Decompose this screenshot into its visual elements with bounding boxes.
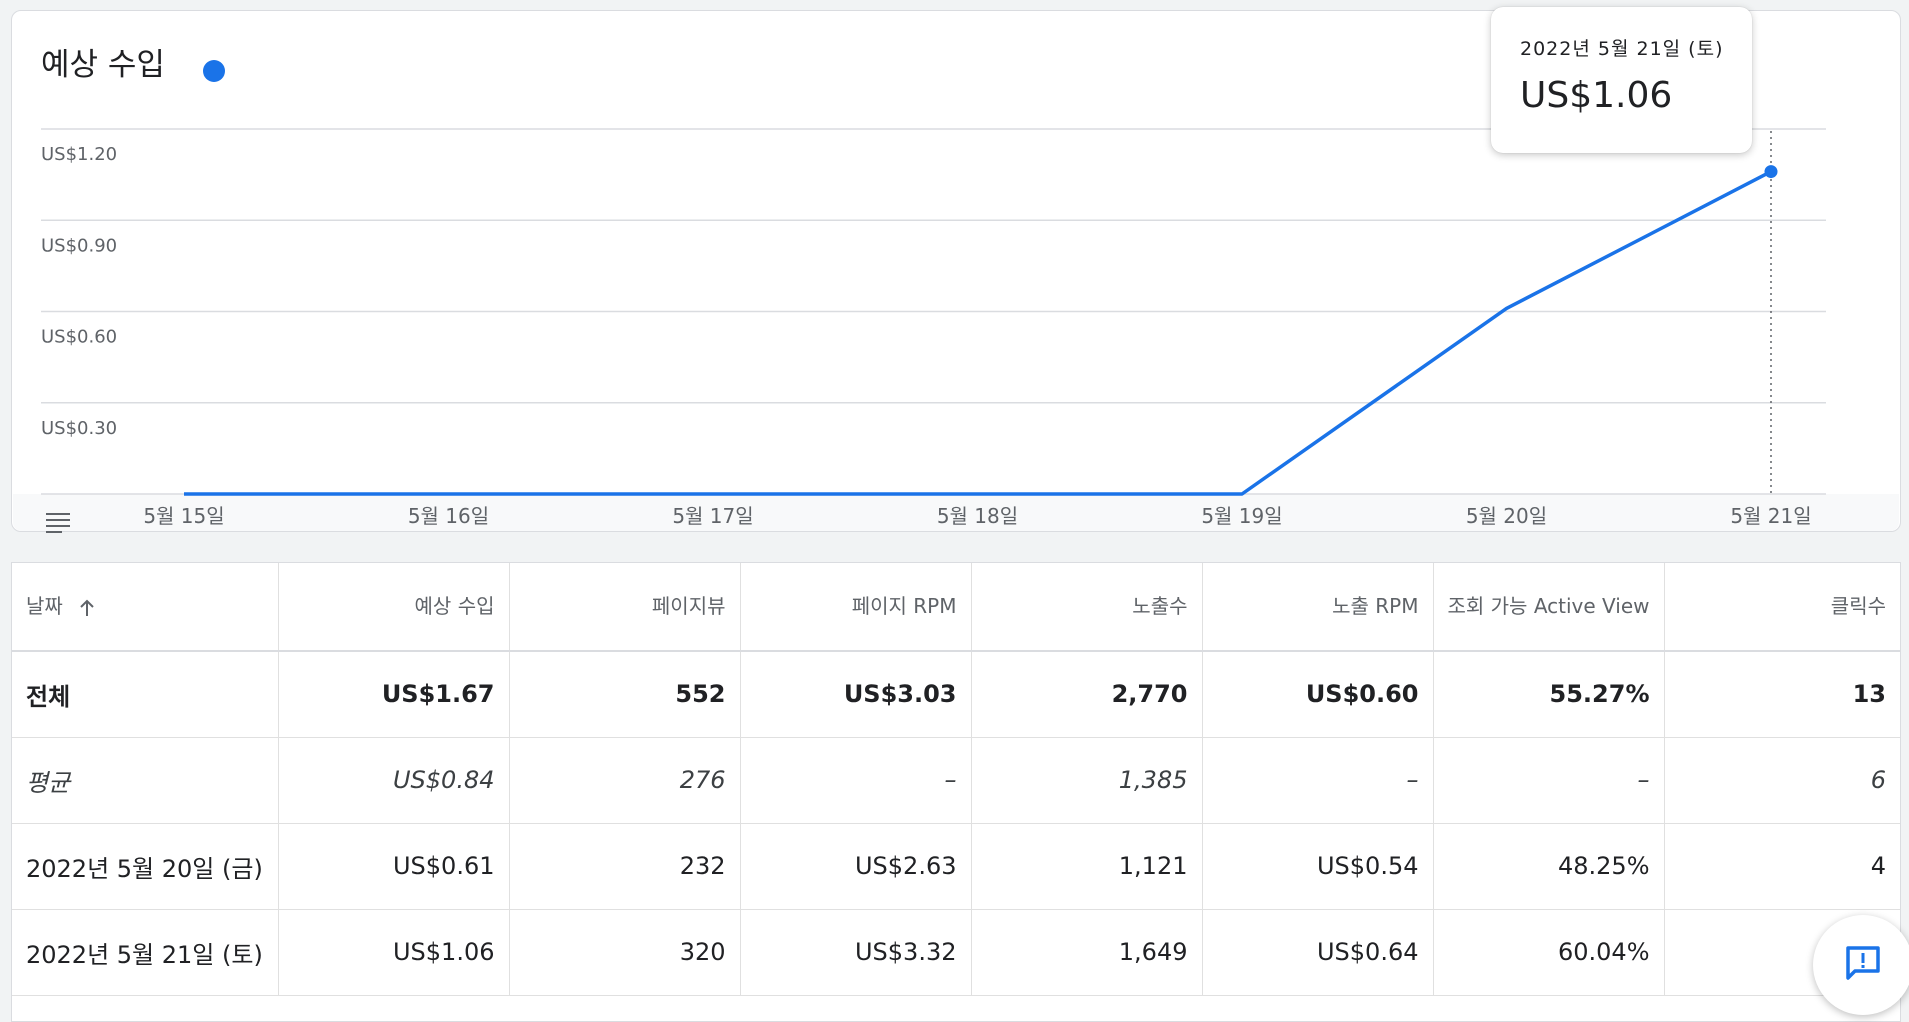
table-cell: 320 [509, 909, 741, 996]
table-cell: US$0.54 [1202, 823, 1434, 910]
table-cell: 1,649 [971, 909, 1203, 996]
chart-tooltip: 2022년 5월 21일 (토) US$1.06 [1491, 7, 1752, 153]
report-table-card: 날짜 예상 수입 페이지뷰 페이지 RPM 노출수 노출 RPM 조회 가능 A… [11, 562, 1901, 1022]
table-cell: 48.25% [1433, 823, 1665, 910]
table-cell: 552 [509, 651, 741, 738]
table-header-row: 날짜 예상 수입 페이지뷰 페이지 RPM 노출수 노출 RPM 조회 가능 A… [12, 563, 1900, 652]
table-cell: US$3.32 [740, 909, 972, 996]
x-axis-strip [13, 494, 1899, 531]
table-cell: US$3.03 [740, 651, 972, 738]
x-tick-label: 5월 20일 [1466, 504, 1547, 528]
feedback-button[interactable] [1813, 915, 1909, 1015]
table-body: 전체 US$1.67 552 US$3.03 2,770 US$0.60 55.27% 13 평… [12, 651, 1900, 996]
legend-dot[interactable] [203, 60, 225, 82]
table-cell: 전체 [12, 651, 279, 738]
x-tick-label: 5월 19일 [1201, 504, 1282, 528]
x-tick-label: 5월 17일 [672, 504, 753, 528]
y-tick-label: US$1.20 [41, 144, 117, 165]
highlighted-data-point[interactable] [1764, 165, 1778, 179]
table-cell: 1,121 [971, 823, 1203, 910]
table-cell: 276 [509, 737, 741, 824]
report-table: 날짜 예상 수입 페이지뷰 페이지 RPM 노출수 노출 RPM 조회 가능 A… [12, 563, 1900, 996]
table-cell: 4 [1664, 823, 1900, 910]
table-cell: US$0.84 [278, 737, 510, 824]
y-tick-label: US$0.30 [41, 418, 117, 439]
earnings-line-chart[interactable]: US$0.30 US$0.60 US$0.90 US$1.20 5월 15일 5월 16일… [12, 11, 1900, 531]
y-tick-label: US$0.90 [41, 235, 117, 256]
table-cell: US$0.61 [278, 823, 510, 910]
column-header-date[interactable]: 날짜 [12, 563, 279, 652]
table-cell: – [740, 737, 972, 824]
x-tick-label: 5월 21일 [1730, 504, 1811, 528]
table-cell: 평균 [12, 737, 279, 824]
column-header-clicks[interactable]: 클릭수 [1664, 563, 1900, 652]
table-cell: 13 [1664, 651, 1900, 738]
table-cell: 232 [509, 823, 741, 910]
column-header-page-rpm[interactable]: 페이지 RPM [740, 563, 972, 652]
column-header-page-views[interactable]: 페이지뷰 [509, 563, 741, 652]
series-line [184, 170, 1772, 496]
table-cell: US$1.67 [278, 651, 510, 738]
chart-menu-icon[interactable] [46, 513, 70, 533]
table-cell: 2022년 5월 20일 (금) [12, 823, 279, 910]
table-row-average: 평균 US$0.84 276–1,385– –6 [12, 737, 1900, 824]
tooltip-date: 2022년 5월 21일 (토) [1520, 38, 1724, 60]
column-header-impression-rpm[interactable]: 노출 RPM [1202, 563, 1434, 652]
x-tick-label: 5월 16일 [408, 504, 489, 528]
tooltip-value: US$1.06 [1520, 75, 1673, 116]
table-row-total: 전체 US$1.67 552 US$3.03 2,770 US$0.60 55.27% 13 [12, 651, 1900, 738]
table-cell: US$2.63 [740, 823, 972, 910]
table-cell: US$1.06 [278, 909, 510, 996]
feedback-icon [1846, 946, 1880, 980]
table-cell: – [1433, 737, 1665, 824]
table-row: 2022년 5월 21일 (토) US$1.06 320 US$3.32 1,649 US… [12, 909, 1900, 996]
arrow-up-icon[interactable] [77, 598, 97, 618]
chart-title: 예상 수입 [41, 47, 165, 83]
table-cell: – [1202, 737, 1434, 824]
table-cell: 2,770 [971, 651, 1203, 738]
column-header-active-view-viewable[interactable]: 조회 가능 Active View [1433, 563, 1665, 652]
table-row: 2022년 5월 20일 (금) US$0.61 232 US$2.63 1,121 US… [12, 823, 1900, 910]
table-cell: 1,385 [971, 737, 1203, 824]
table-cell: 55.27% [1433, 651, 1665, 738]
column-header-estimated-earnings[interactable]: 예상 수입 [278, 563, 510, 652]
column-header-impressions[interactable]: 노출수 [971, 563, 1203, 652]
table-cell: US$0.60 [1202, 651, 1434, 738]
x-tick-label: 5월 15일 [143, 504, 224, 528]
table-cell: 60.04% [1433, 909, 1665, 996]
y-tick-label: US$0.60 [41, 327, 117, 348]
table-cell: 6 [1664, 737, 1900, 824]
table-cell: 2022년 5월 21일 (토) [12, 909, 279, 996]
x-tick-label: 5월 18일 [937, 504, 1018, 528]
table-cell: US$0.64 [1202, 909, 1434, 996]
